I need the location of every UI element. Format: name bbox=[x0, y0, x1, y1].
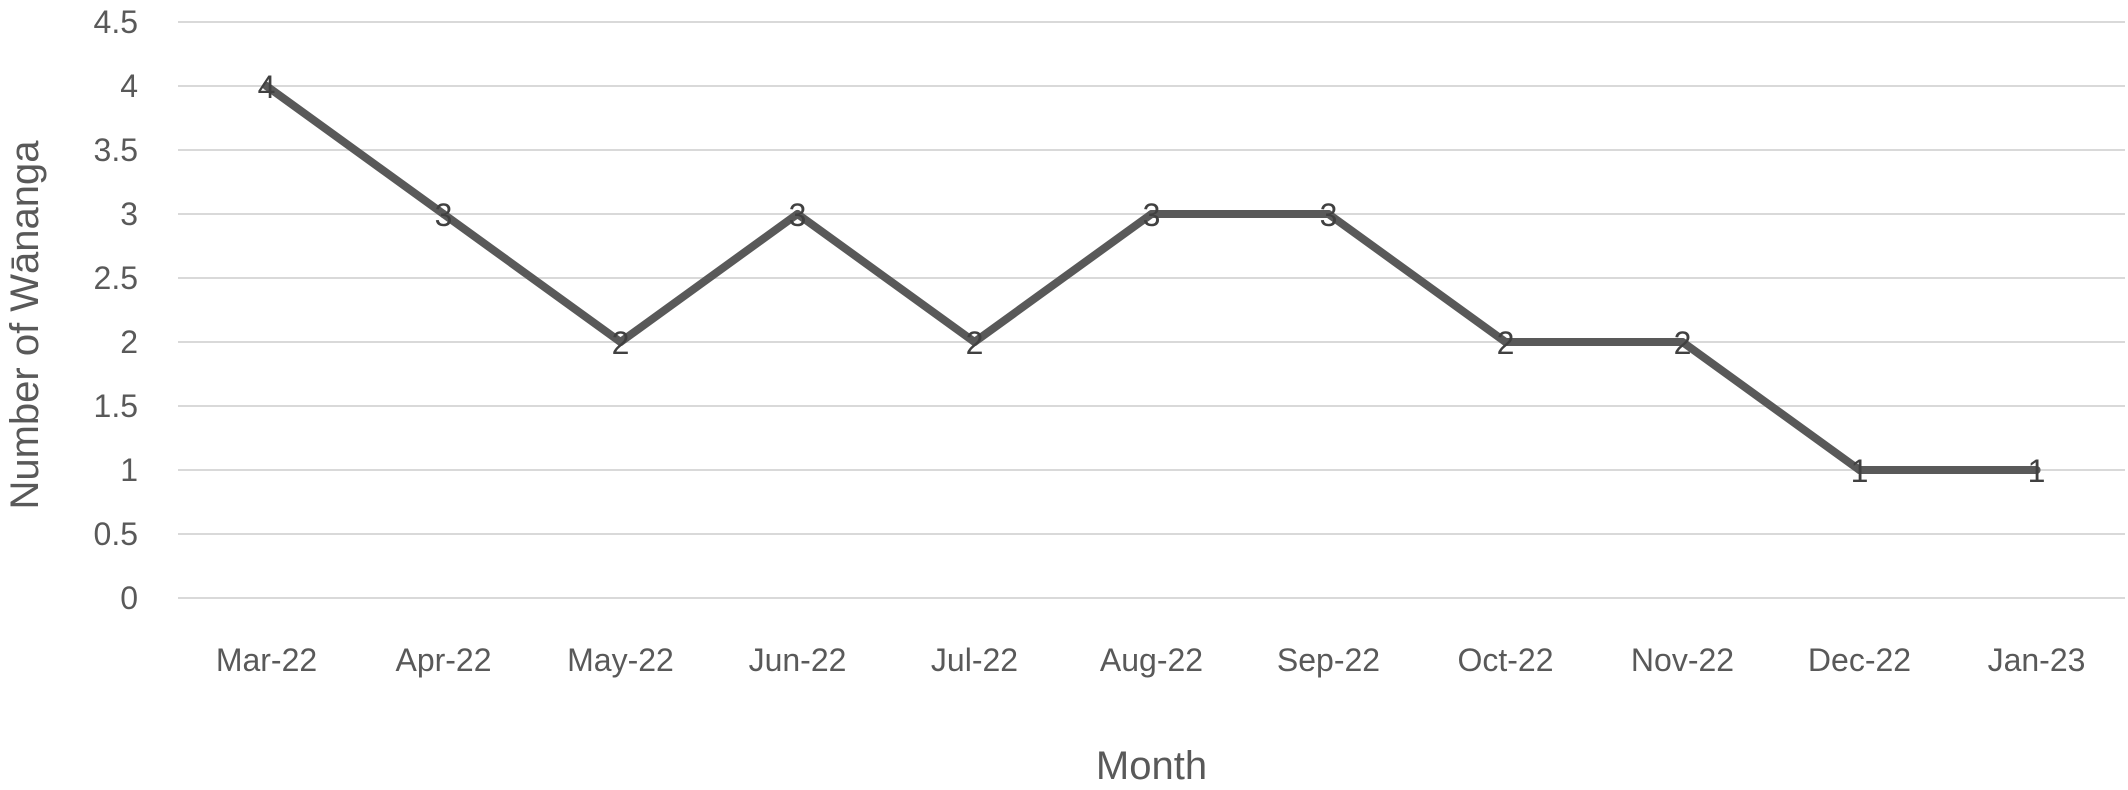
x-tick-label: Aug-22 bbox=[1100, 642, 1203, 678]
x-tick-label: Dec-22 bbox=[1808, 642, 1911, 678]
data-label: 2 bbox=[1497, 325, 1515, 361]
y-tick-label: 1 bbox=[120, 452, 138, 488]
data-point bbox=[616, 338, 625, 346]
x-axis-ticks: Mar-22 Apr-22 May-22 Jun-22 Jul-22 Aug-22 Sep-… bbox=[216, 642, 2086, 678]
data-label: 3 bbox=[1143, 197, 1161, 233]
y-tick-label: 4.5 bbox=[94, 4, 138, 40]
data-point bbox=[1855, 466, 1864, 474]
x-tick-label: Apr-22 bbox=[395, 642, 491, 678]
y-axis-title: Number of Wānanga bbox=[3, 140, 47, 510]
data-label: 3 bbox=[435, 197, 453, 233]
data-point bbox=[2032, 466, 2041, 474]
data-label: 1 bbox=[2028, 453, 2046, 489]
y-tick-label: 3 bbox=[120, 196, 138, 232]
x-tick-label: May-22 bbox=[567, 642, 674, 678]
data-point bbox=[1324, 210, 1333, 218]
y-tick-label: 1.5 bbox=[94, 388, 138, 424]
series-lines bbox=[262, 82, 2041, 474]
data-label: 1 bbox=[1851, 453, 1869, 489]
data-point bbox=[1147, 210, 1156, 218]
data-label: 3 bbox=[789, 197, 807, 233]
data-point bbox=[793, 210, 802, 218]
x-tick-label: Sep-22 bbox=[1277, 642, 1380, 678]
y-tick-label: 3.5 bbox=[94, 132, 138, 168]
y-tick-label: 2 bbox=[120, 324, 138, 360]
x-tick-label: Oct-22 bbox=[1457, 642, 1553, 678]
data-label: 2 bbox=[612, 325, 630, 361]
data-label: 3 bbox=[1320, 197, 1338, 233]
x-tick-label: Nov-22 bbox=[1631, 642, 1734, 678]
x-tick-label: Jun-22 bbox=[749, 642, 847, 678]
x-tick-label: Jul-22 bbox=[931, 642, 1018, 678]
y-tick-label: 0.5 bbox=[94, 516, 138, 552]
y-tick-label: 4 bbox=[120, 68, 138, 104]
data-label: 4 bbox=[258, 69, 276, 105]
x-tick-label: Mar-22 bbox=[216, 642, 317, 678]
data-point bbox=[1501, 338, 1510, 346]
data-label: 2 bbox=[966, 325, 984, 361]
x-axis-title: Month bbox=[1096, 744, 1207, 788]
data-label: 2 bbox=[1674, 325, 1692, 361]
data-labels: 4 3 2 3 2 3 3 2 2 1 1 bbox=[258, 69, 2046, 489]
y-tick-label: 0 bbox=[120, 580, 138, 616]
x-tick-label: Jan-23 bbox=[1988, 642, 2086, 678]
y-axis-ticks: 0 0.5 1 1.5 2 2.5 3 3.5 4 4.5 bbox=[94, 4, 138, 616]
y-tick-label: 2.5 bbox=[94, 260, 138, 296]
gridlines bbox=[178, 21, 2125, 599]
data-point bbox=[262, 82, 271, 90]
data-point bbox=[439, 210, 448, 218]
data-point bbox=[1678, 338, 1687, 346]
data-point bbox=[970, 338, 979, 346]
